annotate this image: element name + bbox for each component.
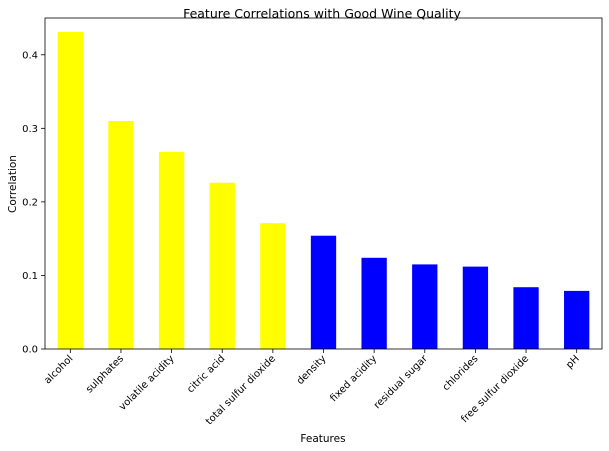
bar-chlorides (462, 266, 489, 349)
bar-density (310, 235, 337, 349)
bar-volatile-acidity (158, 151, 185, 349)
chart-title: Feature Correlations with Good Wine Qual… (183, 6, 461, 21)
y-axis-label: Correlation (7, 155, 19, 213)
bar-alcohol (57, 31, 83, 349)
x-axis-label: Features (300, 433, 345, 445)
bar-citric-acid (209, 182, 235, 349)
y-tick-label: 0.2 (22, 197, 38, 208)
bar-sulphates (108, 120, 134, 349)
bar-total-sulfur-dioxide (260, 223, 286, 349)
y-tick-label: 0.1 (22, 271, 38, 282)
y-tick-label: 0.4 (22, 50, 38, 61)
plot-frame (44, 17, 603, 350)
bar-free-sulfur-dioxide (513, 287, 539, 349)
bar-residual-sugar (412, 264, 438, 349)
bar-fixed-acidity (361, 257, 387, 349)
y-tick-label: 0.0 (22, 345, 38, 356)
bar-ph (564, 290, 590, 349)
y-axis: 0.0 0.1 0.2 0.3 0.4 (22, 50, 45, 356)
y-tick-label: 0.3 (22, 124, 38, 135)
bars-group (57, 31, 590, 349)
